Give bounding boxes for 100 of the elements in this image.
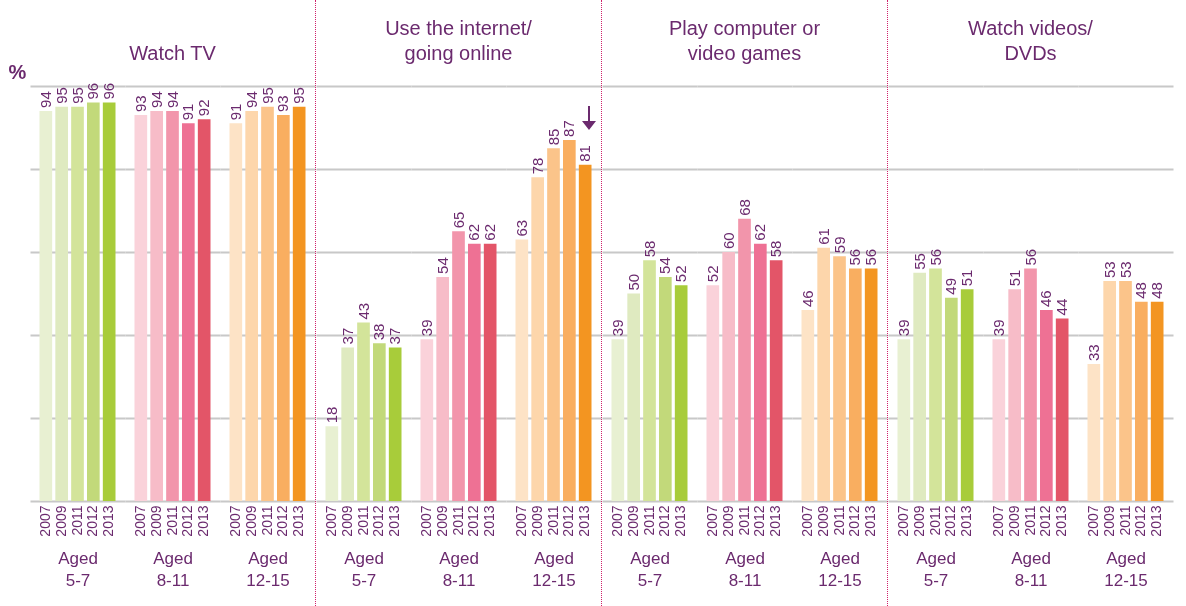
x-tick-label: 2009	[910, 505, 927, 537]
data-label: 51	[958, 269, 976, 287]
x-axis-title: Aged 8-11	[1011, 548, 1051, 590]
data-label: 43	[354, 302, 372, 320]
x-tick-label: 2009	[242, 505, 259, 537]
bar	[515, 239, 529, 501]
x-tick-label: 2011	[258, 505, 275, 536]
x-tick-label: 2013	[195, 505, 212, 537]
bar	[945, 297, 958, 501]
data-label: 78	[528, 157, 546, 175]
bar	[1024, 268, 1037, 501]
x-axis-title: Aged 5-7	[916, 548, 956, 590]
x-tick-label: 2012	[179, 505, 196, 537]
x-tick-label: 2012	[751, 505, 768, 537]
data-label: 49	[942, 277, 960, 295]
x-tick-label: 2009	[52, 505, 69, 537]
x-tick-label: 2009	[624, 505, 641, 537]
bar	[578, 164, 592, 501]
x-tick-label: 2009	[719, 505, 736, 537]
data-label: 37	[338, 327, 356, 345]
x-axis-title: Aged 8-11	[439, 548, 479, 590]
x-tick-label: 2007	[1084, 505, 1101, 537]
x-tick-label: 2013	[481, 505, 498, 537]
data-label: 52	[672, 265, 690, 283]
bar	[388, 347, 402, 501]
data-label: 91	[179, 103, 197, 121]
x-axis-title: Aged 8-11	[725, 548, 765, 590]
bar	[547, 148, 560, 501]
data-label: 50	[624, 273, 642, 291]
x-axis-title: Aged 5-7	[58, 548, 98, 590]
x-tick-label: 2013	[672, 505, 689, 537]
x-tick-label: 2011	[1021, 505, 1038, 536]
data-label: 60	[719, 232, 737, 249]
x-tick-label: 2007	[894, 505, 911, 537]
x-tick-label: 2007	[703, 505, 720, 537]
x-tick-label: 2012	[560, 505, 577, 537]
bar	[801, 310, 815, 501]
data-label: 92	[195, 99, 213, 117]
bar	[357, 322, 370, 501]
x-tick-label: 2011	[640, 505, 657, 536]
x-tick-label: 2012	[370, 505, 387, 537]
x-tick-label: 2007	[322, 505, 339, 537]
data-label: 38	[370, 323, 388, 341]
data-label: 56	[926, 248, 944, 266]
x-tick-label: 2011	[1116, 505, 1133, 536]
data-label: 44	[1053, 298, 1071, 316]
x-tick-label: 2013	[958, 505, 975, 537]
data-label: 39	[417, 319, 435, 337]
x-tick-label: 2009	[338, 505, 355, 537]
x-tick-label: 2007	[608, 505, 625, 537]
data-label: 95	[52, 87, 70, 104]
bar	[468, 243, 481, 501]
chart-title: Use the internet/ going online	[385, 17, 533, 64]
chart-title: Watch TV	[129, 42, 217, 64]
x-axis-title: Aged 12-15	[818, 548, 862, 590]
data-label: 62	[481, 224, 499, 241]
bar	[1055, 318, 1069, 501]
bar	[913, 272, 926, 501]
x-tick-label: 2012	[274, 505, 291, 537]
x-tick-label: 2007	[798, 505, 815, 537]
x-tick-label: 2007	[131, 505, 148, 537]
data-label: 94	[163, 91, 181, 108]
data-label: 54	[656, 257, 674, 274]
data-label: 58	[640, 240, 658, 258]
data-label: 91	[226, 103, 244, 121]
data-label: 56	[846, 248, 864, 266]
x-tick-label: 2011	[163, 505, 180, 536]
data-label: 93	[274, 95, 292, 113]
x-tick-label: 2007	[417, 505, 434, 537]
x-tick-label: 2012	[656, 505, 673, 537]
data-label: 33	[1084, 344, 1102, 362]
x-tick-label: 2013	[576, 505, 593, 537]
bar	[833, 256, 846, 501]
bar	[864, 268, 878, 501]
bar	[817, 247, 830, 501]
data-label: 46	[798, 290, 816, 308]
x-tick-label: 2013	[386, 505, 403, 537]
data-label: 55	[910, 253, 928, 270]
data-label: 51	[1005, 269, 1023, 287]
x-tick-label: 2009	[147, 505, 164, 537]
x-axis-title: Aged 5-7	[630, 548, 670, 590]
x-tick-label: 2011	[735, 505, 752, 536]
data-label: 96	[84, 82, 102, 100]
x-tick-label: 2013	[767, 505, 784, 537]
x-tick-label: 2012	[84, 505, 101, 537]
bar	[897, 339, 911, 501]
chart-title: Play computer or video games	[668, 17, 821, 64]
x-tick-label: 2009	[814, 505, 831, 537]
x-tick-label: 2013	[1148, 505, 1165, 537]
bar	[452, 231, 465, 501]
data-label: 65	[449, 211, 467, 229]
x-axis-title: Aged 12-15	[532, 548, 576, 590]
data-label: 68	[735, 199, 753, 216]
bar	[531, 177, 544, 501]
bar	[1008, 289, 1021, 501]
x-tick-label: 2009	[1100, 505, 1117, 537]
data-label: 39	[989, 319, 1007, 337]
x-tick-label: 2013	[1053, 505, 1070, 537]
data-label: 48	[1132, 282, 1150, 299]
x-axis-title: Aged 12-15	[1104, 548, 1148, 590]
